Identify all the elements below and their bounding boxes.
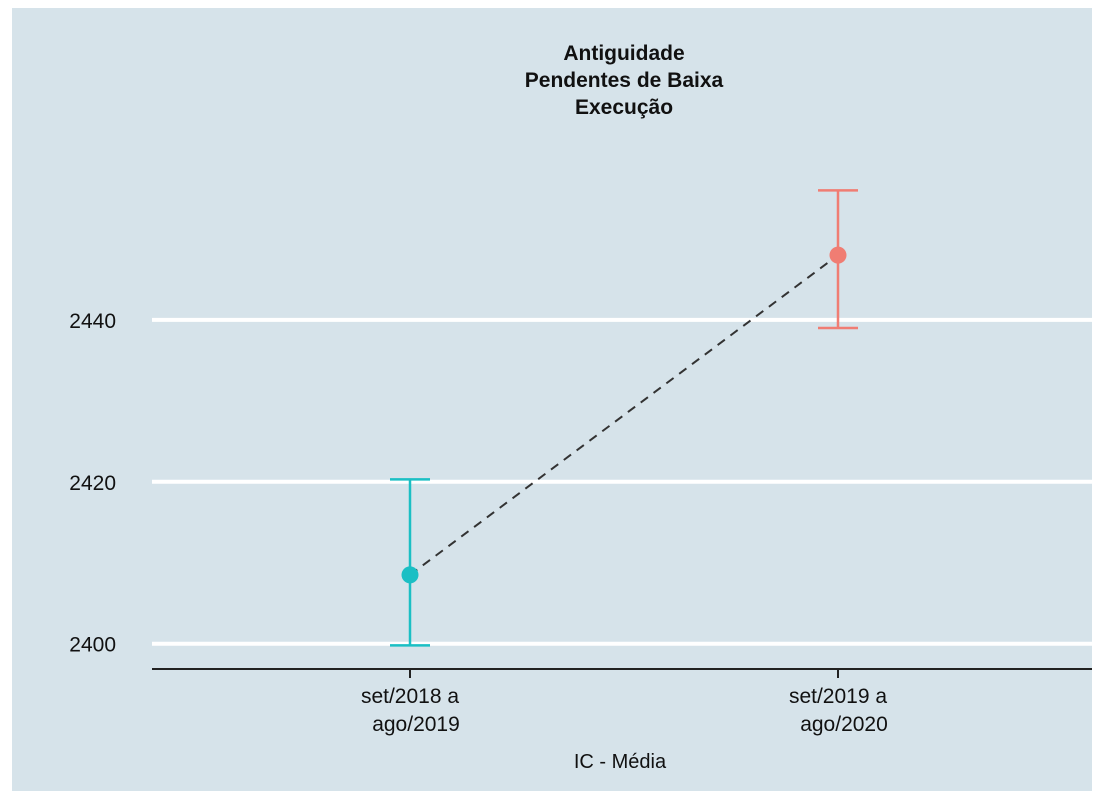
y-tick-label-2400: 2400 (69, 634, 116, 657)
x-tick-label-1-1: set/2018 a (361, 685, 459, 708)
y-tick-label-2440: 2440 (69, 310, 116, 333)
title-line-1: Antiguidade (563, 42, 684, 65)
chart: Antiguidade Pendentes de Baixa Execução 24… (69, 42, 1092, 773)
mean-point-1 (401, 566, 419, 584)
y-axis-ticks: 2400 2420 2440 (69, 310, 116, 657)
title-line-2: Pendentes de Baixa (525, 69, 724, 92)
error-bars (390, 189, 858, 647)
y-tick-label-2420: 2420 (69, 472, 116, 495)
x-tick-label-1-2: ago/2019 (372, 713, 460, 736)
x-axis-ticks: set/2018 a ago/2019 set/2019 a ago/2020 (361, 669, 888, 736)
title-line-3: Execução (575, 96, 673, 119)
x-tick-label-2-1: set/2019 a (789, 685, 887, 708)
error-bar-1 (390, 478, 430, 647)
gridlines (152, 317, 1092, 646)
chart-panel: Antiguidade Pendentes de Baixa Execução 24… (12, 8, 1092, 791)
x-axis-title: IC - Média (574, 751, 667, 773)
mean-point-2 (829, 246, 847, 264)
error-bar-2 (818, 189, 858, 330)
x-tick-label-2-2: ago/2020 (800, 713, 888, 736)
dashed-connector-line (409, 254, 839, 576)
chart-title: Antiguidade Pendentes de Baixa Execução (525, 42, 724, 119)
